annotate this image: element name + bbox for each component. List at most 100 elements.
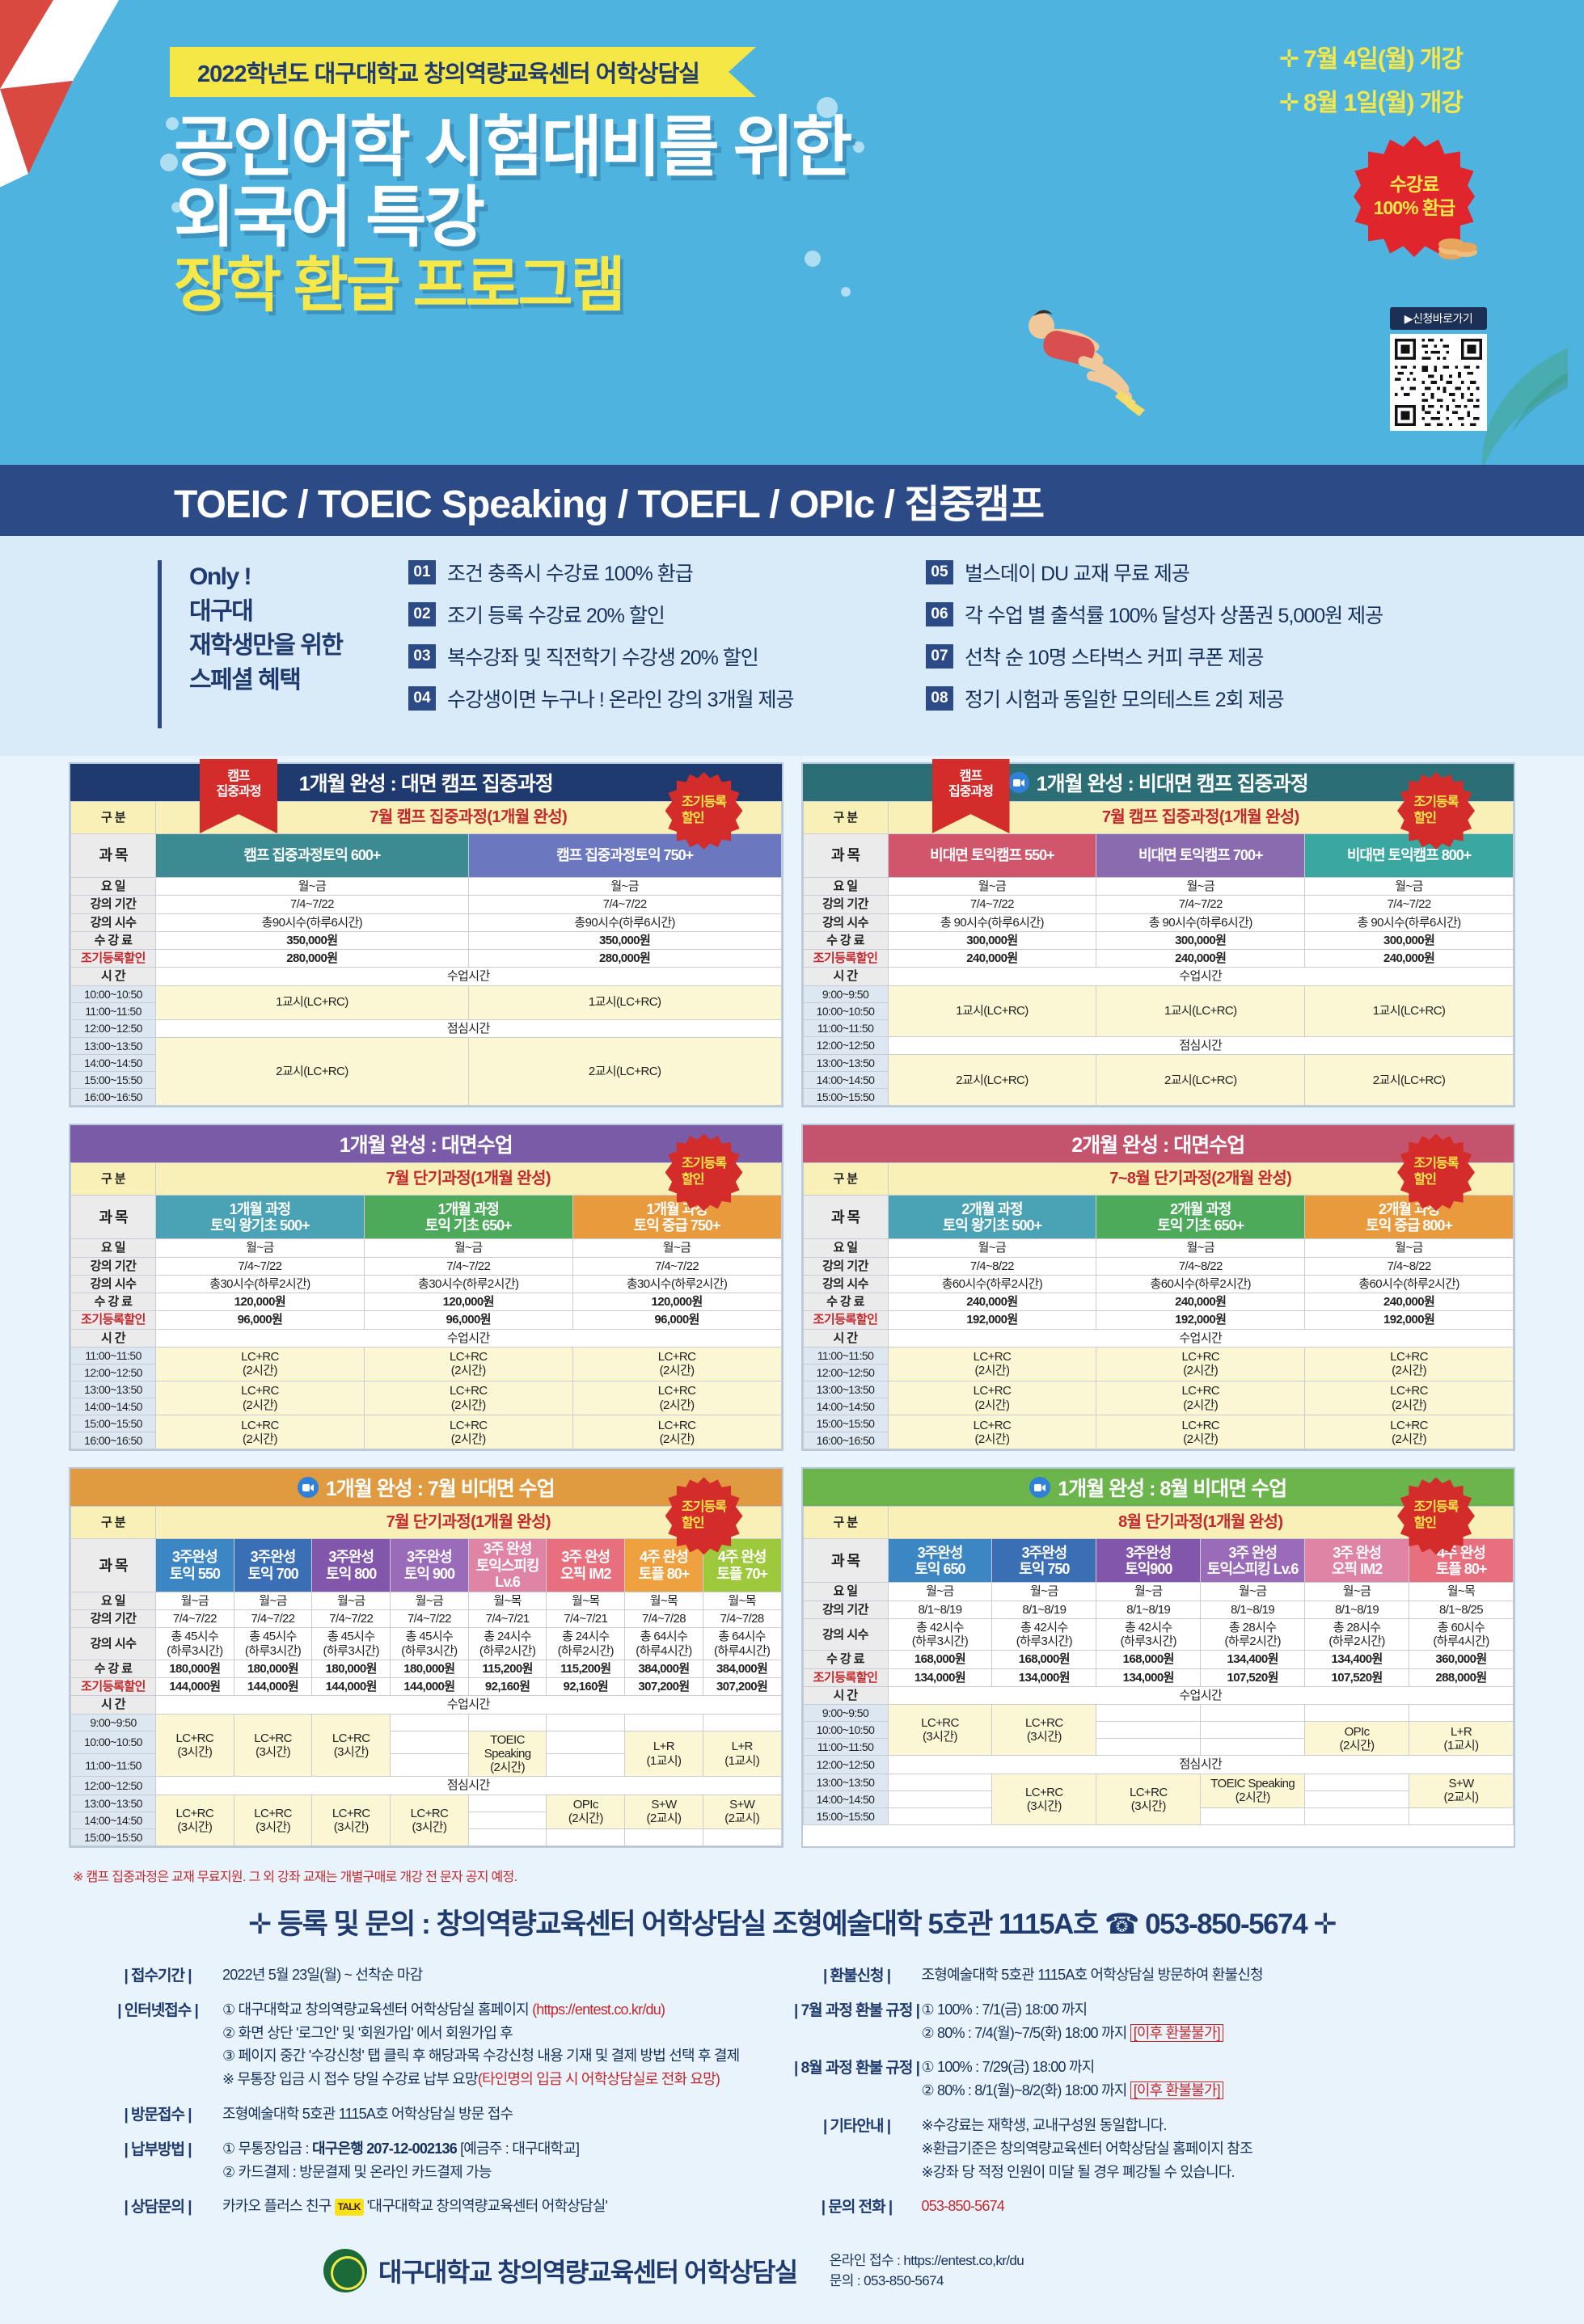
contact-line: ※강좌 당 적정 인원이 미달 될 경우 폐강될 수 있습니다. [921,2163,1236,2180]
benefit-item: 08 정기 시험과 동일한 모의테스트 2회 제공 [926,686,1492,712]
course-days: 월~금 [1096,1582,1202,1601]
plus-icon: ✛ [1278,90,1299,116]
contact-value: 053-850-5674 [922,2195,1005,2218]
table-row: 조기등록할인 144,000원 144,000원 144,000원 144,000원 92… [70,1677,782,1697]
class-cell [546,1753,626,1778]
course-name: 3주완성 토익 750 [991,1538,1097,1584]
class-cell [1304,1790,1410,1808]
diver-illustration [1029,310,1145,416]
table-row: 15:00~15:50 [70,1828,782,1846]
table-header-title: 2개월 완성 : 대면수업 [1071,1134,1245,1158]
course-name: 비대면 토익캠프 550+ [887,833,1097,878]
contact-line: ② 80% : 7/4(월)~7/5(화) 18:00 까지 [이후 환불불가] [922,2022,1223,2045]
course-name: 3주 완성 토익스피킹 Lv.6 [1200,1538,1306,1584]
course-name: 3주완성 토익 700 [233,1538,313,1592]
qr-code-image[interactable] [1390,334,1487,431]
time-label: 9:00~9:50 [70,1713,156,1731]
schedule-card-t6: 1개월 완성 : 8월 비대면 수업 조기등록 할인 구 분 8월 단기과정(1개월 완… [800,1467,1515,1848]
contact-line: 조형예술대학 5호관 1115A호 어학상담실 방문 접수 [222,2105,513,2122]
course-name: 3주 완성 오픽 IM2 [1304,1538,1410,1584]
qr-block[interactable]: ▶신청바로가기 [1390,307,1487,431]
course-fee: 120,000원 [363,1293,573,1312]
hero-title-line1: 공인어학 시험대비를 위한 [174,111,852,184]
row-label: 요 일 [802,1238,889,1258]
class-cell: L+R (1교시) [1409,1721,1514,1757]
schedule-tables: 1개월 완성 : 대면 캠프 집중과정 캠프 집중과정 조기등록 할인 구 분 7월 캠프 … [0,756,1584,1848]
open-date-item: ✛ 7월 4일(월) 개강 [1278,46,1464,73]
benefit-number: 04 [408,686,436,711]
course-period: 7/4~7/22 [311,1609,391,1629]
table-row: 시 간 수업시간 [70,1328,782,1348]
course-days: 월~금 [363,1238,573,1258]
row-label: 요 일 [802,1582,889,1601]
only-line-0: Only ! [189,563,252,590]
table-row: 수 강 료 240,000원 240,000원 240,000원 [802,1293,1514,1312]
course-fee: 120,000원 [155,1293,365,1312]
time-label: 10:00~10:50 [70,1730,156,1755]
benefit-number: 08 [926,686,953,711]
class-time-header: 수업시간 [887,1685,1514,1706]
class-time-header: 수업시간 [155,1328,782,1348]
hero-title-line2: 외국어 특강 [174,180,485,255]
course-early-fee: 307,200원 [702,1677,782,1697]
table-row: 14:00~14:50 [70,1811,782,1829]
table-header: 2개월 완성 : 대면수업 [802,1125,1514,1163]
row-label: 요 일 [70,876,156,896]
class-cell: LC+RC (2시간) [155,1380,365,1416]
course-name: 2개월 과정 토익 왕기초 500+ [887,1195,1097,1240]
benefit-text: 선착 순 10명 스타벅스 커피 쿠폰 제공 [965,647,1264,669]
class-cell: LC+RC (3시간) [311,1713,391,1778]
schedule-table: 구 분 7월 캠프 집중과정(1개월 완성) 과 목 캠프 집중과정토익 600+ 캠프… [70,801,782,1107]
class-cell [887,1790,993,1808]
table-row-3: 1개월 완성 : 7월 비대면 수업 조기등록 할인 구 분 7월 단기과정(1개월 완… [69,1467,1515,1848]
course-hours: 총 64시수 (하루4시간) [624,1627,703,1660]
class-cell: LC+RC (2시간) [363,1346,573,1382]
qr-label[interactable]: ▶신청바로가기 [1390,307,1487,330]
table-row: 수 강 료 120,000원 120,000원 120,000원 [70,1293,782,1312]
time-label: 14:00~14:50 [70,1398,156,1416]
course-fee: 350,000원 [155,930,469,951]
table-row: 구 분 7월 단기과정(1개월 완성) [70,1506,782,1540]
table-row: 11:00~11:50 [802,1019,1514,1037]
benefit-item: 01 조건 충족시 수강료 100% 환급 [408,560,926,586]
course-hours: 총 64시수 (하루4시간) [702,1627,782,1660]
class-cell: 1교시(LC+RC) [155,985,469,1020]
contact-line: ② 카드결제 : 방문결제 및 온라인 카드결제 가능 [222,2163,492,2180]
course-early-fee: 144,000원 [311,1677,391,1697]
plus-icon: ✛ [247,1908,272,1940]
table-row: 강의 시수 총60시수(하루2시간) 총60시수(하루2시간) 총60시수(하루2시간… [802,1274,1514,1294]
table-row: 16:00~16:50 [802,1432,1514,1450]
class-cell [390,1730,469,1755]
table-row: 과 목 3주완성 토익 550 3주완성 토익 700 3주완성 토익 800 3주완성 토익 … [70,1538,782,1592]
time-label: 13:00~13:50 [70,1036,156,1056]
table-row: 과 목 1개월 과정 토익 왕기초 500+ 1개월 과정 토익 기초 650+ 1개월 … [70,1195,782,1240]
only-line-3: 스페셜 혜택 [189,666,302,694]
contact-value: ※수강료는 재학생, 교내구성원 동일합니다. ※환급기준은 창의역량교육센터 어… [921,2114,1253,2183]
row-label: 수 강 료 [70,930,156,951]
hero-title-line3: 장학 환급 프로그램 [174,251,626,318]
row-label: 강의 시수 [802,1618,889,1651]
course-hours: 총 24시수 (하루2시간) [467,1627,547,1660]
course-days: 월~금 [887,1582,993,1601]
course-fee: 168,000원 [991,1650,1097,1669]
course-days: 월~금 [155,876,469,896]
table-row: 11:00~11:50 LC+RC (2시간) LC+RC (2시간) LC+RC (2시간… [802,1346,1514,1382]
row-label: 강의 기간 [802,1256,889,1276]
table-row: 시 간 수업시간 [70,1695,782,1715]
course-fee: 180,000원 [155,1659,234,1679]
class-cell: 2교시(LC+RC) [467,1036,782,1107]
course-early-fee: 107,520원 [1200,1668,1306,1687]
contact-line: ② 80% : 8/1(월)~8/2(화) 18:00 까지 [이후 환불불가] [922,2079,1223,2103]
contact-row: | 8월 과정 환불 규정 | ① 100% : 7/29(금) 18:00 까지… [792,2056,1492,2103]
table-row: 요 일 월~금 월~금 [70,876,782,896]
table-row: 수 강 료 350,000원 350,000원 [70,930,782,951]
table-row: 강의 기간 7/4~7/22 7/4~7/22 7/4~7/22 [802,895,1514,914]
course-name: 3주 완성 오픽 IM2 [546,1538,626,1592]
class-cell [1200,1807,1306,1825]
time-label: 15:00~15:50 [70,1828,156,1846]
contact-line: ① 100% : 7/1(금) 18:00 까지 [921,2001,1088,2018]
class-cell: LC+RC (2시간) [887,1415,1097,1450]
class-cell: L+R (1교시) [702,1730,782,1778]
row-label: 조기등록할인 [802,948,889,968]
row-label: 강의 기간 [802,1600,889,1619]
